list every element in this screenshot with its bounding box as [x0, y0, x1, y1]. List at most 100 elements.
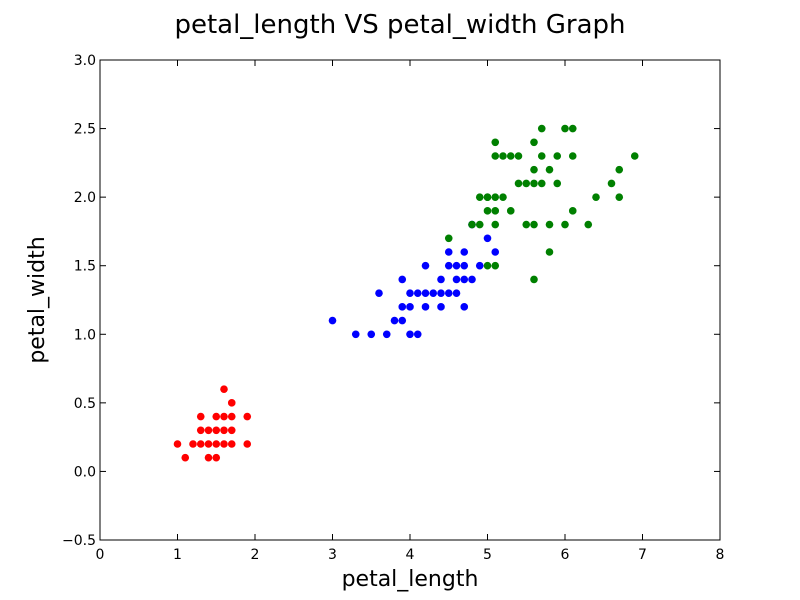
data-point-versicolor	[406, 330, 414, 339]
data-point-setosa	[204, 453, 213, 462]
x-tick-label: 4	[406, 547, 415, 563]
data-point-setosa	[227, 399, 236, 407]
chart-title: petal_length VS petal_width Graph	[174, 10, 625, 40]
data-point-virginica	[468, 220, 476, 229]
data-point-virginica	[561, 220, 569, 229]
data-point-virginica	[615, 193, 624, 201]
data-point-versicolor	[444, 248, 453, 256]
data-point-versicolor	[460, 248, 469, 256]
x-tick-label: 5	[483, 547, 492, 563]
data-point-virginica	[607, 179, 616, 188]
data-point-virginica	[545, 165, 554, 174]
data-point-versicolor	[444, 261, 453, 270]
data-point-virginica	[491, 152, 500, 160]
data-point-virginica	[483, 261, 492, 270]
data-point-virginica	[592, 193, 600, 201]
x-tick-label: 3	[328, 547, 337, 563]
ticks-layer: 0 1 2 3 4 5 6 7 8 −0.5 0.0 0.5 1.0 1.5 2.0 2.5 3.0	[62, 53, 724, 563]
data-point-virginica	[530, 179, 538, 188]
x-tick-label: 1	[173, 547, 182, 563]
data-point-virginica	[475, 193, 484, 201]
data-point-virginica	[491, 207, 500, 215]
data-point-virginica	[522, 220, 531, 229]
plot-area-frame	[99, 59, 721, 541]
data-point-virginica	[522, 179, 531, 188]
data-points-layer	[173, 124, 639, 462]
data-point-virginica	[530, 165, 538, 174]
data-point-setosa	[196, 440, 205, 448]
data-point-setosa	[212, 453, 221, 462]
data-point-virginica	[537, 124, 546, 133]
data-point-virginica	[545, 248, 554, 256]
data-point-virginica	[530, 275, 538, 284]
data-point-virginica	[615, 165, 624, 174]
data-point-virginica	[568, 207, 577, 215]
data-point-versicolor	[452, 261, 461, 270]
data-point-versicolor	[367, 330, 376, 339]
x-tick-label: 7	[638, 547, 647, 563]
series-versicolor	[328, 220, 500, 339]
data-point-virginica	[499, 193, 507, 201]
y-axis-label: petal_width	[25, 236, 50, 363]
data-point-versicolor	[444, 289, 453, 297]
data-point-versicolor	[491, 248, 500, 256]
data-point-versicolor	[398, 303, 407, 311]
data-point-versicolor	[421, 303, 430, 311]
data-point-setosa	[212, 426, 221, 435]
data-point-virginica	[537, 179, 546, 188]
data-point-versicolor	[437, 303, 445, 311]
data-point-versicolor	[398, 316, 407, 325]
data-point-virginica	[483, 193, 492, 201]
data-point-versicolor	[328, 316, 337, 325]
data-point-virginica	[568, 124, 577, 133]
data-point-virginica	[514, 152, 523, 160]
data-point-versicolor	[460, 275, 469, 284]
data-point-versicolor	[429, 289, 438, 297]
data-point-setosa	[243, 412, 252, 421]
data-point-versicolor	[351, 330, 360, 339]
data-point-virginica	[491, 138, 500, 147]
data-point-versicolor	[398, 275, 407, 284]
data-point-virginica	[630, 152, 639, 160]
series-virginica	[444, 124, 639, 284]
data-point-virginica	[584, 220, 593, 229]
data-point-versicolor	[452, 275, 461, 284]
x-tick-label: 2	[251, 547, 260, 563]
data-point-virginica	[530, 220, 538, 229]
data-point-setosa	[243, 440, 252, 448]
data-point-virginica	[561, 124, 569, 133]
data-point-virginica	[568, 152, 577, 160]
data-point-versicolor	[460, 303, 469, 311]
data-point-versicolor	[382, 330, 391, 339]
x-tick-label: 6	[561, 547, 570, 563]
data-point-versicolor	[460, 261, 469, 270]
data-point-virginica	[530, 138, 538, 147]
data-point-virginica	[506, 152, 515, 160]
data-point-virginica	[483, 207, 492, 215]
data-point-virginica	[444, 234, 453, 243]
data-point-virginica	[545, 220, 554, 229]
data-point-versicolor	[468, 275, 476, 284]
data-point-setosa	[227, 426, 236, 435]
data-point-setosa	[196, 412, 205, 421]
data-point-setosa	[189, 440, 197, 448]
data-point-setosa	[181, 453, 190, 462]
data-point-versicolor	[483, 234, 492, 243]
data-point-setosa	[173, 440, 182, 448]
data-point-versicolor	[437, 275, 445, 284]
y-tick-label: 0.0	[74, 464, 96, 480]
x-axis-label: petal_length	[342, 567, 479, 592]
y-tick-label: 1.5	[74, 259, 96, 275]
data-point-versicolor	[437, 289, 445, 297]
data-point-virginica	[491, 220, 500, 229]
data-point-virginica	[514, 179, 523, 188]
data-point-setosa	[196, 426, 205, 435]
data-point-versicolor	[452, 289, 461, 297]
data-point-virginica	[491, 261, 500, 270]
data-point-virginica	[475, 220, 484, 229]
data-point-setosa	[204, 440, 213, 448]
data-point-versicolor	[413, 330, 422, 339]
data-point-versicolor	[406, 303, 414, 311]
